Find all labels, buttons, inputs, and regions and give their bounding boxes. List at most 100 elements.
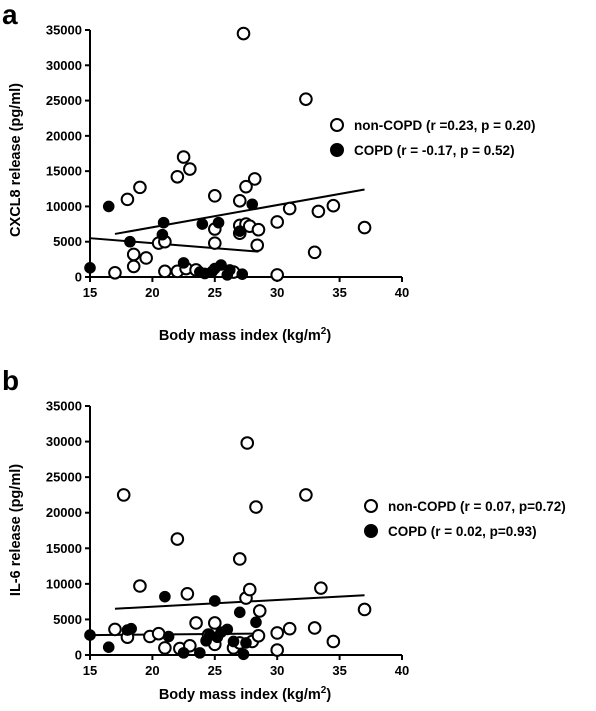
panel-b-y-tick-label: 25000 (46, 470, 82, 485)
panel-a-y-axis-title: CXCL8 release (pg/ml) (8, 83, 24, 237)
panel-a-point-non-copd (158, 264, 172, 279)
panel-b-x-tick-label: 30 (270, 663, 284, 678)
panel-b-point-non-copd (232, 552, 247, 566)
panel-b-x-tick-label: 25 (208, 663, 222, 678)
panel-a-point-non-copd (139, 251, 153, 265)
panel-a-letter: a (2, 0, 18, 30)
panel-a-point-copd (84, 262, 96, 274)
panel-a-x-tick-label: 25 (208, 285, 222, 300)
panel-a-point-non-copd (250, 238, 265, 253)
panel-a-point-non-copd (326, 198, 341, 213)
panel-b-axes: 0 5000 10000 15000 20000 25000 30000 35000 15 20 2… (46, 399, 409, 679)
panel-b-point-non-copd (299, 488, 313, 502)
panel-b-point-non-copd (151, 626, 166, 641)
panel-b-legend-label-non-copd: non-COPD (r = 0.07, p=0.72) (388, 499, 566, 514)
panel-b-point-copd (221, 623, 234, 636)
panel-b-point-copd (240, 637, 252, 649)
panel-a-point-non-copd (126, 259, 141, 274)
panel-b-letter: b (2, 365, 19, 396)
panel-a-point-copd (212, 216, 225, 229)
panel-a-point-non-copd (239, 179, 253, 194)
panel-a-point-copd (233, 225, 246, 237)
panel-b-point-copd (227, 635, 240, 648)
panel-a-point-non-copd (282, 201, 297, 216)
panel-b-point-non-copd (108, 622, 122, 637)
panel-b-point-copd (194, 647, 206, 659)
panel-a-point-copd (246, 198, 259, 211)
panel-a-point-non-copd (236, 26, 251, 41)
panel-b-y-tick-label: 30000 (46, 434, 82, 449)
panel-b-y-tick-label: 10000 (46, 576, 82, 591)
panel-a-point-copd (196, 218, 209, 230)
panel-a-point-copd (157, 216, 170, 229)
panel-b-x-tick-label: 15 (83, 663, 97, 678)
panel-a-point-copd (215, 259, 227, 271)
panel-a-point-non-copd (251, 222, 266, 237)
panel-b-point-copd (102, 641, 115, 653)
panel-b-point-non-copd (249, 500, 263, 514)
panel-a-y-tick-label: 20000 (46, 128, 82, 143)
panel-b-point-copd (233, 606, 246, 619)
panel-b-point-non-copd (180, 587, 195, 601)
panel-a-x-tick-label: 20 (145, 285, 159, 300)
panel-b-point-non-copd (307, 621, 322, 635)
panel-b-legend-marker-copd (364, 524, 378, 538)
panel-a-point-copd (236, 268, 249, 280)
panel-a-point-non-copd (120, 192, 135, 207)
panel-b-point-copd (159, 590, 171, 603)
panel-a-x-tick-label: 30 (270, 285, 284, 300)
panel-b-y-tick-label: 20000 (46, 505, 82, 520)
panel-b-point-copd (177, 647, 190, 659)
panel-a-point-non-copd (357, 220, 372, 235)
panel-a-point-non-copd (170, 169, 185, 184)
panel-b-y-tick-label: 35000 (46, 399, 82, 414)
panel-a-point-non-copd (208, 236, 222, 250)
panel-a-y-tick-label: 15000 (46, 164, 82, 179)
panel-b-point-non-copd (208, 616, 222, 630)
panel-a-points (84, 26, 372, 282)
panel-a-cxcl8: a CXCL8 release (pg/ml) Body mass index … (2, 0, 536, 344)
panel-b-point-non-copd (116, 488, 131, 502)
panel-a-point-non-copd (183, 162, 197, 176)
panel-a-y-tick-label: 10000 (46, 199, 82, 214)
panel-a-y-tick-label: 5000 (53, 234, 82, 249)
panel-a-point-non-copd (270, 268, 285, 282)
panel-b-point-non-copd (252, 604, 267, 618)
panel-b-point-copd (250, 616, 262, 629)
panel-b-point-non-copd (251, 628, 266, 643)
panel-a-point-non-copd (126, 247, 141, 262)
panel-b-x-tick-label: 35 (332, 663, 346, 678)
panel-a-point-non-copd (299, 92, 313, 106)
panel-b-point-non-copd (189, 616, 203, 630)
panel-b-point-copd (237, 648, 250, 661)
panel-a-fit-lines (89, 188, 365, 253)
panel-a-fit-line-copd (89, 237, 259, 253)
panel-b-legend-marker-non-copd (364, 499, 378, 513)
panel-b-fit-line-non-copd (114, 594, 365, 610)
panel-a-x-tick-label: 15 (83, 285, 97, 300)
panel-b-x-tick-label: 40 (395, 663, 409, 678)
panel-a-point-copd (156, 228, 169, 241)
panel-a-point-non-copd (307, 245, 322, 260)
panel-b-point-non-copd (357, 602, 372, 617)
panel-a-legend-marker-copd (330, 143, 344, 157)
panel-a-legend-label-non-copd: non-COPD (r =0.23, p = 0.20) (354, 118, 536, 133)
panel-b-il6: b IL-6 release (pg/ml) Body mass index (… (2, 365, 566, 703)
panel-b-point-non-copd (158, 641, 172, 655)
panel-b-point-non-copd (314, 581, 328, 595)
panel-a-point-non-copd (208, 189, 222, 203)
panel-b-point-non-copd (282, 621, 297, 636)
panel-a-x-axis-title: Body mass index (kg/m2) (159, 326, 332, 344)
panel-a-point-copd (102, 200, 115, 213)
panel-b-y-tick-label: 15000 (46, 541, 82, 556)
panel-b-y-tick-label: 0 (75, 648, 82, 663)
panel-b-x-tick-label: 20 (145, 663, 159, 678)
panel-a-legend: non-COPD (r =0.23, p = 0.20) COPD (r = -… (330, 118, 536, 158)
panel-b-point-copd (162, 630, 175, 643)
panel-a-point-non-copd (311, 204, 326, 219)
panel-a-y-tick-label: 35000 (46, 23, 82, 38)
panel-b-y-tick-label: 5000 (53, 612, 82, 627)
panel-b-point-copd (125, 622, 137, 635)
panel-b-point-non-copd (326, 634, 341, 649)
